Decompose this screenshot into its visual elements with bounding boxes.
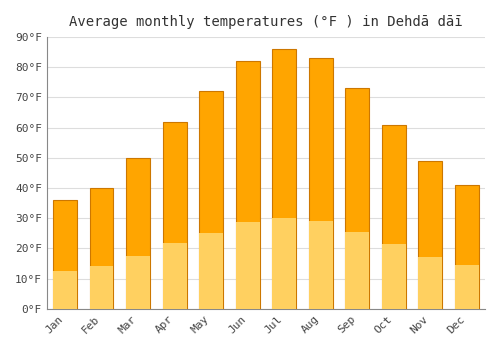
Bar (382, 244, 406, 309)
Bar (418, 257, 442, 309)
Bar (309, 58, 332, 309)
Bar (126, 256, 150, 309)
Bar (54, 271, 77, 309)
Bar (346, 232, 369, 309)
Bar (236, 222, 260, 309)
Bar (163, 243, 186, 309)
Bar (236, 61, 260, 309)
Bar (455, 265, 478, 309)
Bar (200, 233, 223, 309)
Bar (455, 185, 478, 309)
Bar (90, 266, 114, 309)
Bar (272, 218, 296, 309)
Bar (126, 158, 150, 309)
Bar (54, 200, 77, 309)
Bar (200, 91, 223, 309)
Bar (272, 49, 296, 309)
Title: Average monthly temperatures (°F ) in Dehdā dāī: Average monthly temperatures (°F ) in De… (69, 15, 462, 29)
Bar (163, 121, 186, 309)
Bar (309, 221, 332, 309)
Bar (90, 188, 114, 309)
Bar (346, 89, 369, 309)
Bar (418, 161, 442, 309)
Bar (382, 125, 406, 309)
